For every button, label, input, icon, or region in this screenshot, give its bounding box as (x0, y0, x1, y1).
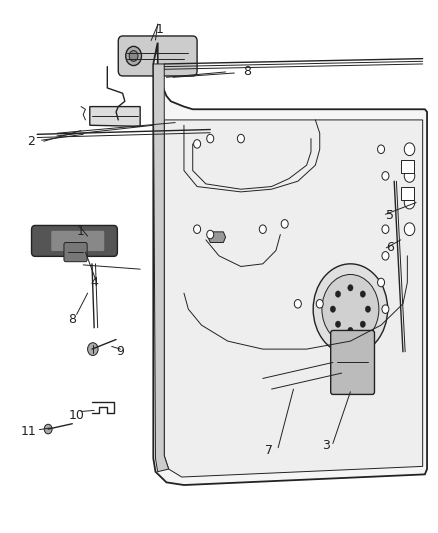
Circle shape (382, 172, 389, 180)
FancyBboxPatch shape (51, 231, 104, 251)
Circle shape (194, 140, 201, 148)
Circle shape (336, 291, 341, 297)
Polygon shape (208, 232, 226, 243)
Text: 2: 2 (27, 135, 35, 148)
Circle shape (360, 321, 365, 327)
Circle shape (378, 278, 385, 287)
Circle shape (382, 252, 389, 260)
FancyBboxPatch shape (331, 330, 374, 394)
Polygon shape (153, 64, 169, 472)
Circle shape (404, 223, 415, 236)
Circle shape (348, 285, 353, 291)
Text: 10: 10 (69, 409, 85, 422)
Circle shape (404, 196, 415, 209)
Text: 5: 5 (386, 209, 394, 222)
Text: 3: 3 (322, 439, 330, 451)
Circle shape (330, 306, 336, 312)
Circle shape (126, 46, 141, 66)
Text: 11: 11 (21, 425, 36, 438)
FancyBboxPatch shape (401, 187, 414, 200)
Polygon shape (90, 107, 140, 126)
Circle shape (207, 230, 214, 239)
FancyBboxPatch shape (401, 160, 414, 173)
Circle shape (88, 343, 98, 356)
Text: 7: 7 (265, 444, 273, 457)
Text: 9: 9 (117, 345, 124, 358)
Circle shape (207, 134, 214, 143)
Circle shape (313, 264, 388, 354)
Circle shape (294, 300, 301, 308)
Circle shape (382, 225, 389, 233)
Text: 1: 1 (156, 23, 164, 36)
Circle shape (322, 274, 379, 344)
Text: 8: 8 (68, 313, 76, 326)
Circle shape (316, 300, 323, 308)
Text: 1: 1 (77, 225, 85, 238)
Circle shape (382, 305, 389, 313)
FancyBboxPatch shape (118, 36, 197, 76)
Circle shape (360, 291, 365, 297)
Circle shape (237, 134, 244, 143)
Circle shape (378, 145, 385, 154)
Circle shape (129, 51, 138, 61)
Circle shape (336, 321, 341, 327)
Circle shape (348, 327, 353, 334)
Circle shape (281, 220, 288, 228)
FancyBboxPatch shape (64, 243, 87, 262)
Circle shape (44, 424, 52, 434)
Circle shape (365, 306, 371, 312)
Text: 4: 4 (90, 276, 98, 289)
FancyBboxPatch shape (32, 225, 117, 256)
Text: 6: 6 (386, 241, 394, 254)
Circle shape (194, 225, 201, 233)
Circle shape (404, 143, 415, 156)
Circle shape (259, 225, 266, 233)
Polygon shape (153, 43, 427, 485)
Text: 8: 8 (244, 66, 251, 78)
Circle shape (404, 169, 415, 182)
Polygon shape (164, 120, 423, 477)
